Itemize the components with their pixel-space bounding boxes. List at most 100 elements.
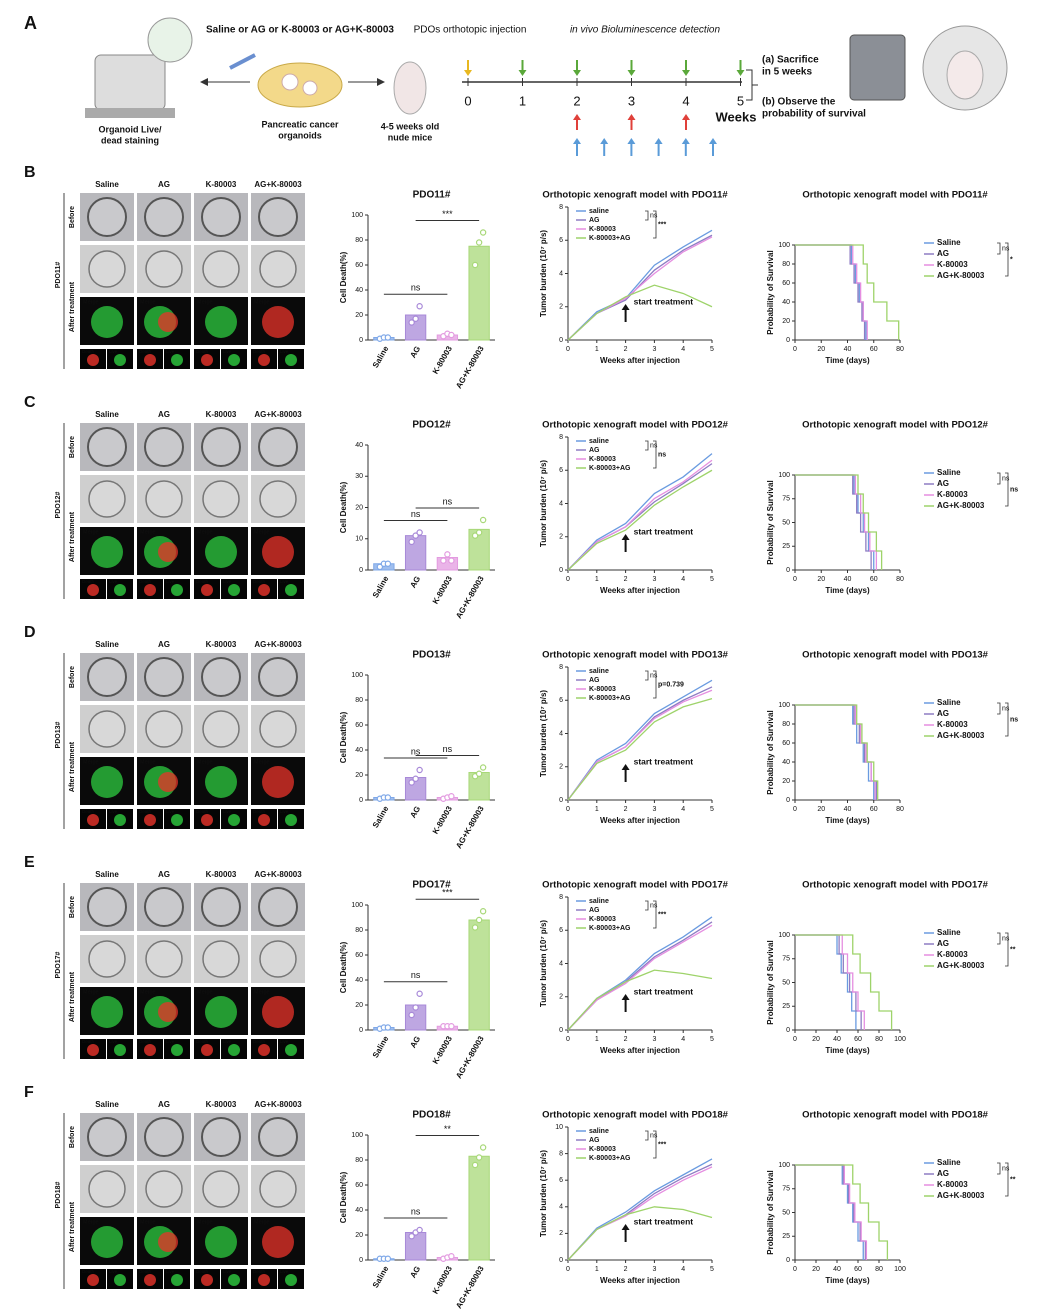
organoid xyxy=(144,887,184,927)
x-tick-label: 3 xyxy=(652,346,656,353)
y-tick-label: 80 xyxy=(782,261,790,268)
x-tick-label: 0 xyxy=(566,1036,570,1043)
y-axis-label: Cell Death(%) xyxy=(339,481,348,533)
fluorescence xyxy=(201,814,213,826)
organoid xyxy=(202,940,240,978)
y-tick-label: 100 xyxy=(778,702,790,709)
legend-label: Saline xyxy=(937,698,961,707)
channel-label: Live xyxy=(109,809,118,814)
merge-label: Merge xyxy=(197,529,213,535)
column-label: Saline xyxy=(95,640,119,649)
significance-label: ns xyxy=(411,1206,421,1216)
data-point xyxy=(471,261,479,269)
x-tick-label: 2 xyxy=(624,576,628,583)
merge-label: Merge xyxy=(197,989,213,995)
y-tick-label: 0 xyxy=(359,1257,363,1264)
y-tick-label: 20 xyxy=(355,312,363,319)
y-tick-label: 60 xyxy=(355,722,363,729)
fluorescence xyxy=(228,1274,240,1286)
pipette xyxy=(229,53,256,70)
channel-label: Death xyxy=(82,1039,95,1044)
series-line xyxy=(567,924,713,1031)
fluorescence xyxy=(91,306,123,338)
y-tick-label: 4 xyxy=(559,270,563,277)
significance-bracket xyxy=(645,670,649,681)
x-tick-label: 1 xyxy=(595,576,599,583)
legend-label: AG xyxy=(937,1169,949,1178)
fluorescence xyxy=(91,996,123,1028)
fluorescence xyxy=(87,814,99,826)
channel-label: Death xyxy=(196,579,209,584)
x-tick-label: AG+K-80003 xyxy=(454,804,486,850)
merge-label: Merge xyxy=(254,989,270,995)
series-line xyxy=(567,697,713,801)
x-tick-label: 60 xyxy=(854,1266,862,1273)
channel-label: Live xyxy=(109,1269,118,1274)
legend-label: saline xyxy=(589,438,609,445)
significance-bracket xyxy=(645,900,649,911)
y-axis-label: Tumor burden (10⁷ p/s) xyxy=(539,1150,548,1237)
fluorescence xyxy=(87,584,99,596)
fluorescence xyxy=(171,354,183,366)
y-tick-label: 0 xyxy=(559,337,563,344)
row-label: Before xyxy=(69,896,76,918)
fluorescence xyxy=(158,542,178,562)
channel-label: Death xyxy=(253,349,266,354)
legend-label: AG xyxy=(937,249,949,258)
data-point xyxy=(479,229,487,236)
legend-label: K-80003+AG xyxy=(589,1155,631,1162)
x-tick-label: 3 xyxy=(652,1266,656,1273)
significance-label: ns xyxy=(443,496,453,506)
chart-title: Orthotopic xenograft model with PDO17# xyxy=(802,880,989,891)
organoid xyxy=(88,710,126,748)
fluorescence xyxy=(158,772,178,792)
channel-label: Live xyxy=(166,809,175,814)
y-tick-label: 0 xyxy=(559,567,563,574)
y-tick-label: 2 xyxy=(559,1230,563,1237)
organoid xyxy=(281,73,299,91)
data-point xyxy=(448,331,455,339)
fluorescence xyxy=(285,814,297,826)
legend-label: AG+K-80003 xyxy=(937,1191,985,1200)
x-tick-label: 20 xyxy=(812,1266,820,1273)
column-label: AG+K-80003 xyxy=(254,180,302,189)
organoid xyxy=(258,1117,298,1157)
y-tick-label: 8 xyxy=(559,204,563,211)
x-tick-label: 80 xyxy=(896,346,904,353)
outcome: in 5 weeks xyxy=(762,67,812,78)
arrow-head xyxy=(654,138,663,144)
legend-label: K-80003+AG xyxy=(589,695,631,702)
fluorescence xyxy=(171,1044,183,1056)
x-tick-label: 20 xyxy=(812,1036,820,1043)
significance-bracket xyxy=(653,900,657,929)
organoid xyxy=(145,710,183,748)
significance-bracket xyxy=(997,1162,1001,1175)
row-label: After treatment xyxy=(69,281,76,332)
survival-curve xyxy=(795,474,872,570)
row-label: After treatment xyxy=(69,971,76,1022)
organoid xyxy=(201,657,241,697)
data-point xyxy=(412,1004,419,1011)
significance-bracket xyxy=(1005,242,1009,277)
organoid-zoom xyxy=(147,17,193,63)
column-label: AG+K-80003 xyxy=(254,640,302,649)
significance-label: ns xyxy=(1002,1165,1010,1172)
fluorescence xyxy=(205,306,237,338)
y-tick-label: 2 xyxy=(559,764,563,771)
sample-label: PDO12# xyxy=(55,491,62,518)
arrow-head xyxy=(573,70,581,76)
x-tick-label: 0 xyxy=(793,576,797,583)
survival-curve xyxy=(795,474,875,570)
y-tick-label: 80 xyxy=(782,721,790,728)
y-tick-label: 40 xyxy=(355,442,363,449)
significance-label: * xyxy=(1010,256,1013,263)
x-tick-label: 5 xyxy=(710,346,714,353)
detection: in vivo Bioluminescence detection xyxy=(570,25,721,36)
channel-label: Death xyxy=(139,1039,152,1044)
chart-title: Orthotopic xenograft model with PDO13# xyxy=(542,650,729,661)
channel-label: Death xyxy=(82,1269,95,1274)
mouse xyxy=(946,50,984,100)
significance-bracket xyxy=(653,210,657,239)
x-tick-label: 0 xyxy=(566,346,570,353)
channel-label: Death xyxy=(139,579,152,584)
